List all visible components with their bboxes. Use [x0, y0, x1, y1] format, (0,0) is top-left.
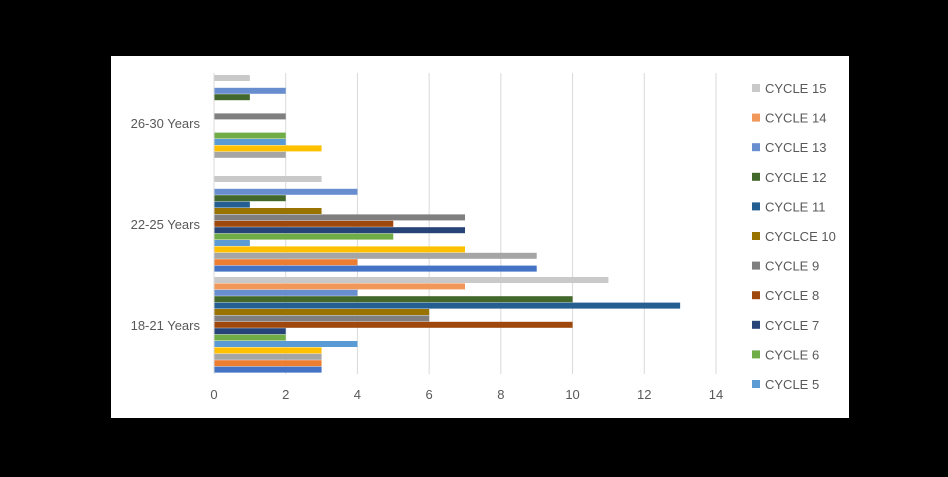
legend-label-cycle-6: CYCLE 6	[765, 347, 819, 362]
legend-label-cycle-8: CYCLE 8	[765, 288, 819, 303]
category-label-1: 22-25 Years	[131, 217, 201, 232]
bar-26-30-years-cycle-13	[214, 87, 286, 94]
bar-18-21-years-cycle-1	[214, 366, 322, 373]
x-tick-label-12: 12	[637, 387, 651, 402]
legend-swatch-cycle-14	[752, 113, 760, 122]
category-label-2: 18-21 Years	[131, 318, 201, 333]
legend-label-cycle-11: CYCLE 11	[765, 199, 825, 214]
bar-18-21-years-cycle-9	[214, 315, 430, 322]
category-label-0: 26-30 Years	[131, 116, 201, 131]
x-tick-label-2: 2	[282, 387, 289, 402]
bar-18-21-years-cycle-2	[214, 360, 322, 367]
bar-18-21-years-cycle-12	[214, 296, 573, 303]
bar-18-21-years-cycle-8	[214, 321, 573, 328]
legend-swatch-cycle-8	[752, 291, 760, 300]
legend-swatch-cycle-7	[752, 320, 760, 329]
bar-18-21-years-cycle-15	[214, 277, 609, 283]
bar-26-30-years-cycle-15	[214, 75, 250, 81]
x-tick-label-14: 14	[709, 387, 723, 402]
chart-panel: 0 2 4 6 8 10 12 14 26-30 Years 22-25 Years 18-21 Y…	[111, 56, 849, 418]
legend: CYCLE 15 CYCLE 14 CYCLE 13 CYCLE 12 CYCLE 11…	[752, 81, 836, 392]
x-tick-label-0: 0	[210, 387, 217, 402]
bar-22-25-years-cycle-7	[214, 227, 465, 234]
legend-label-cycle-12: CYCLE 12	[765, 170, 826, 185]
bar-26-30-years-cycle-4	[214, 145, 322, 152]
bar-26-30-years-cycle-12	[214, 94, 250, 101]
bar-chart: 0 2 4 6 8 10 12 14 26-30 Years 22-25 Years 18-21 Y…	[131, 73, 836, 402]
bar-26-30-years-cycle-5	[214, 139, 286, 145]
legend-label-cycle-14: CYCLE 14	[765, 111, 826, 126]
legend-swatch-cycle-11	[752, 202, 760, 211]
bar-22-25-years-cycle-5	[214, 240, 250, 246]
x-tick-label-4: 4	[354, 387, 361, 402]
legend-label-cyclce-10: CYCLCE 10	[765, 229, 836, 244]
bar-18-21-years-cycle-11	[214, 302, 681, 309]
bar-26-30-years-cycle-3	[214, 151, 286, 158]
x-tick-label-6: 6	[426, 387, 433, 402]
bar-22-25-years-cycle-15	[214, 176, 322, 182]
legend-swatch-cycle-12	[752, 172, 760, 181]
axes: 0 2 4 6 8 10 12 14 26-30 Years 22-25 Years 18-21 Y…	[131, 73, 723, 402]
bar-18-21-years-cycle-6	[214, 334, 286, 341]
bar-18-21-years-cycle-3	[214, 353, 322, 360]
gridlines	[285, 73, 717, 374]
bar-22-25-years-cyclce-10	[214, 208, 322, 214]
bar-22-25-years-cycle-12	[214, 195, 286, 202]
legend-label-cycle-5: CYCLE 5	[765, 377, 819, 392]
bar-26-30-years-cycle-6	[214, 132, 286, 139]
legend-swatch-cyclce-10	[752, 232, 760, 240]
legend-swatch-cycle-6	[752, 350, 760, 359]
bar-22-25-years-cycle-13	[214, 188, 358, 195]
legend-label-cycle-13: CYCLE 13	[765, 140, 826, 155]
bar-22-25-years-cycle-11	[214, 201, 250, 208]
legend-swatch-cycle-5	[752, 380, 760, 388]
bar-18-21-years-cycle-4	[214, 347, 322, 354]
legend-swatch-cycle-13	[752, 143, 760, 152]
bar-18-21-years-cycle-7	[214, 328, 286, 335]
legend-label-cycle-7: CYCLE 7	[765, 318, 819, 333]
bar-18-21-years-cycle-14	[214, 283, 465, 290]
legend-swatch-cycle-15	[752, 84, 760, 92]
bar-18-21-years-cycle-5	[214, 341, 358, 347]
bar-22-25-years-cycle-1	[214, 265, 537, 272]
bar-22-25-years-cycle-2	[214, 259, 358, 266]
legend-label-cycle-15: CYCLE 15	[765, 81, 826, 96]
legend-swatch-cycle-9	[752, 261, 760, 270]
bar-26-30-years-cycle-9	[214, 113, 286, 120]
bar-22-25-years-cycle-9	[214, 214, 465, 221]
bar-18-21-years-cycle-13	[214, 289, 358, 296]
bar-22-25-years-cycle-3	[214, 252, 537, 259]
x-tick-label-8: 8	[497, 387, 504, 402]
bar-22-25-years-cycle-6	[214, 233, 394, 240]
bar-22-25-years-cycle-8	[214, 220, 394, 227]
x-tick-label-10: 10	[565, 387, 579, 402]
bars	[214, 75, 681, 373]
bar-18-21-years-cyclce-10	[214, 309, 430, 315]
legend-label-cycle-9: CYCLE 9	[765, 259, 819, 274]
bar-22-25-years-cycle-4	[214, 246, 465, 253]
